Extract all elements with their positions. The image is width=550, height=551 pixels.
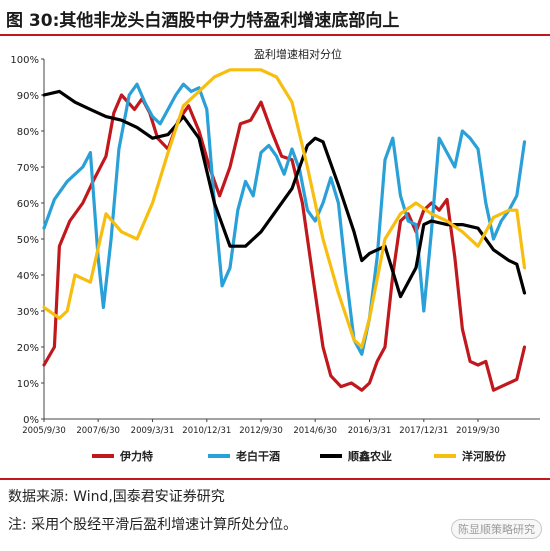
x-tick-label: 2017/12/31: [399, 426, 448, 436]
figure-title: 图 30:其他非龙头白酒股中伊力特盈利增速底部向上: [6, 11, 400, 31]
x-tick-label: 2010/12/31: [182, 426, 231, 436]
x-axis: 2005/9/30 2007/6/30 2009/3/31 2010/12/31 201…: [22, 418, 540, 436]
y-tick-label: 60%: [17, 199, 39, 210]
y-tick-label: 30%: [17, 307, 39, 318]
x-tick-label: 2014/6/30: [293, 426, 337, 436]
series-line-1: [42, 93, 527, 392]
y-tick-label: 20%: [17, 343, 39, 354]
chart-title: 盈利增速相对分位: [254, 47, 342, 61]
y-tick-label: 90%: [17, 91, 39, 102]
x-tick-label: 2009/3/31: [131, 426, 175, 436]
x-tick-label: 2016/3/31: [348, 426, 392, 436]
series-line-2: [42, 82, 527, 356]
series-lines: [42, 68, 527, 392]
watermark-badge: 陈显顺策略研究: [451, 519, 542, 539]
x-tick-label: 2019/9/30: [456, 426, 500, 436]
y-tick-label: 50%: [17, 235, 39, 246]
y-tick-label: 10%: [17, 379, 39, 390]
x-tick-label: 2007/6/30: [76, 426, 120, 436]
footnote: 注: 采用个股经平滑后盈利增速计算所处分位。: [8, 517, 298, 533]
legend-label: 洋河股份: [462, 449, 507, 463]
line-chart: 盈利增速相对分位 0% 10% 20% 30% 40% 50% 60% 70% 80% 90% 10…: [0, 38, 550, 475]
y-tick-label: 100%: [10, 55, 39, 66]
series-line-4: [42, 68, 527, 349]
legend-label: 老白干酒: [235, 449, 280, 463]
x-tick-label: 2012/9/30: [239, 426, 283, 436]
x-tick-label: 2005/9/30: [22, 426, 66, 436]
y-tick-label: 80%: [17, 127, 39, 138]
y-tick-label: 40%: [17, 271, 39, 282]
legend-label: 顺鑫农业: [348, 449, 392, 463]
source-note: 数据来源: Wind,国泰君安证券研究: [8, 489, 225, 505]
legend: 伊力特 老白干酒 顺鑫农业 洋河股份: [92, 449, 507, 463]
footer-rule: [0, 478, 550, 480]
y-axis: 0% 10% 20% 30% 40% 50% 60% 70% 80% 90% 100%: [10, 55, 45, 426]
y-tick-label: 70%: [17, 163, 39, 174]
legend-label: 伊力特: [119, 449, 153, 463]
title-rule: [0, 34, 550, 36]
y-tick-label: 0%: [23, 415, 39, 426]
